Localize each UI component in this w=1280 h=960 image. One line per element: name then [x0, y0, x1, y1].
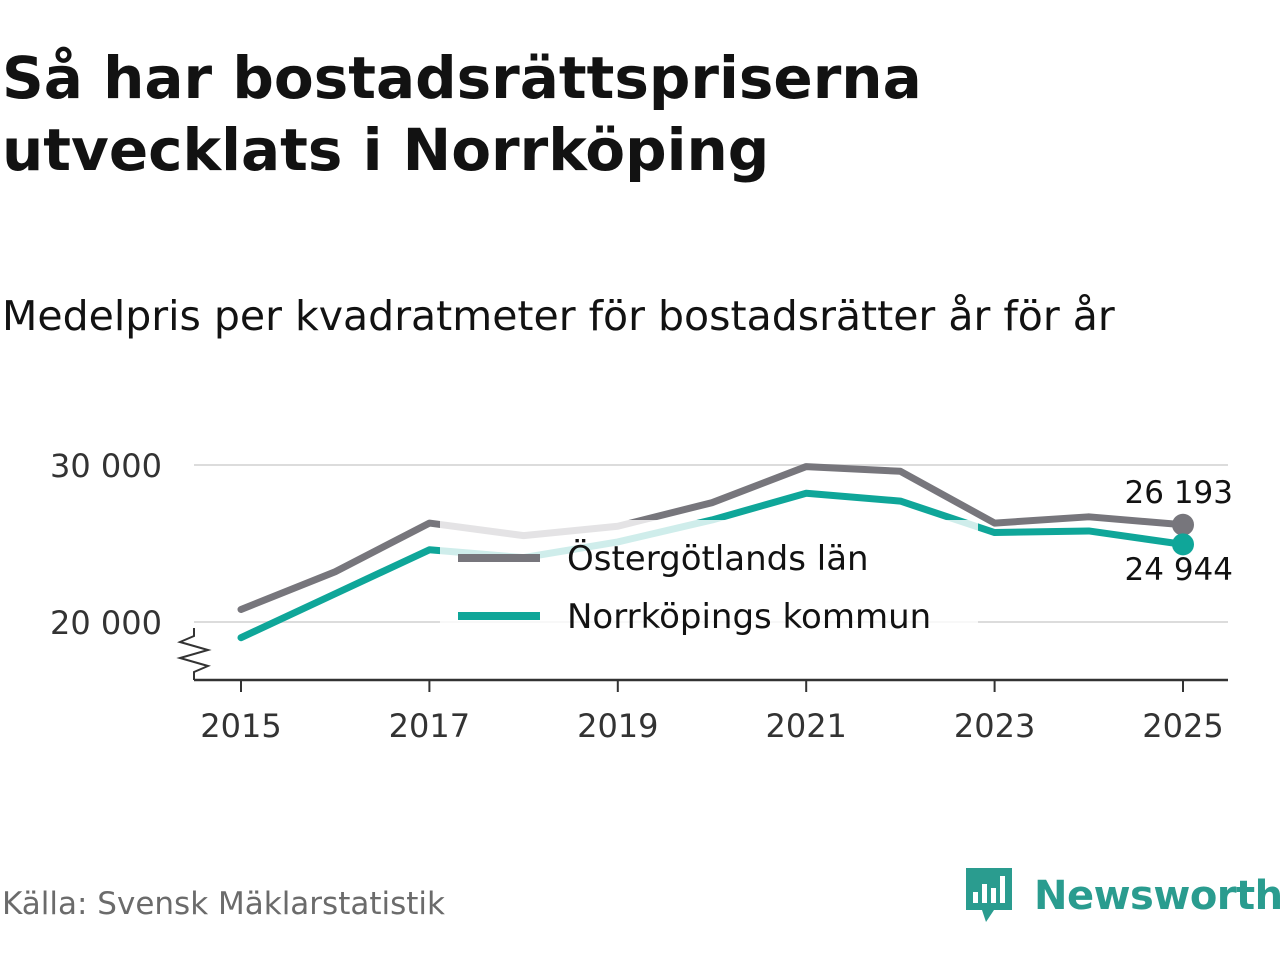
y-axis-ticks: 20 000 30 000: [50, 447, 162, 642]
newsworthy-logo-icon: [966, 868, 1012, 922]
series-end-point: [1172, 513, 1194, 536]
x-tick-label: 2017: [389, 707, 470, 745]
x-tick-label: 2025: [1142, 707, 1223, 745]
y-tick-label: 30 000: [50, 447, 162, 485]
series-line-norrkopings-kommun: [237, 489, 1187, 642]
x-axis: 2015 2017 2019 2021 2023 2025: [176, 628, 1228, 745]
brand-logo[interactable]: Newsworthy: [964, 866, 1280, 926]
end-labels: 26 193 24 944: [1125, 475, 1233, 588]
y-axis-break-icon: [176, 628, 212, 680]
y-tick-label: 20 000: [50, 604, 162, 642]
chart-title: Så har bostadsrättspriserna utvecklats i…: [2, 44, 922, 184]
series-lines: [237, 463, 1194, 642]
end-value-label: 24 944: [1125, 552, 1233, 588]
chart-subtitle: Medelpris per kvadratmeter för bostadsrä…: [2, 292, 1115, 340]
source-note: Källa: Svensk Mäklarstatistik: [2, 886, 445, 922]
x-tick-label: 2023: [954, 707, 1035, 745]
series-line-ostergotlands-lan: [237, 463, 1187, 613]
legend: Östergötlands län Norrköpings kommun: [440, 520, 978, 640]
brand-name: Newsworthy: [1034, 873, 1280, 919]
x-tick-label: 2019: [577, 707, 658, 745]
x-tick-label: 2015: [200, 707, 281, 745]
legend-label: Norrköpings kommun: [567, 597, 931, 637]
x-tick-label: 2021: [765, 707, 846, 745]
end-value-label: 26 193: [1125, 475, 1233, 511]
legend-label: Östergötlands län: [567, 538, 869, 579]
series-end-point: [1172, 533, 1194, 556]
